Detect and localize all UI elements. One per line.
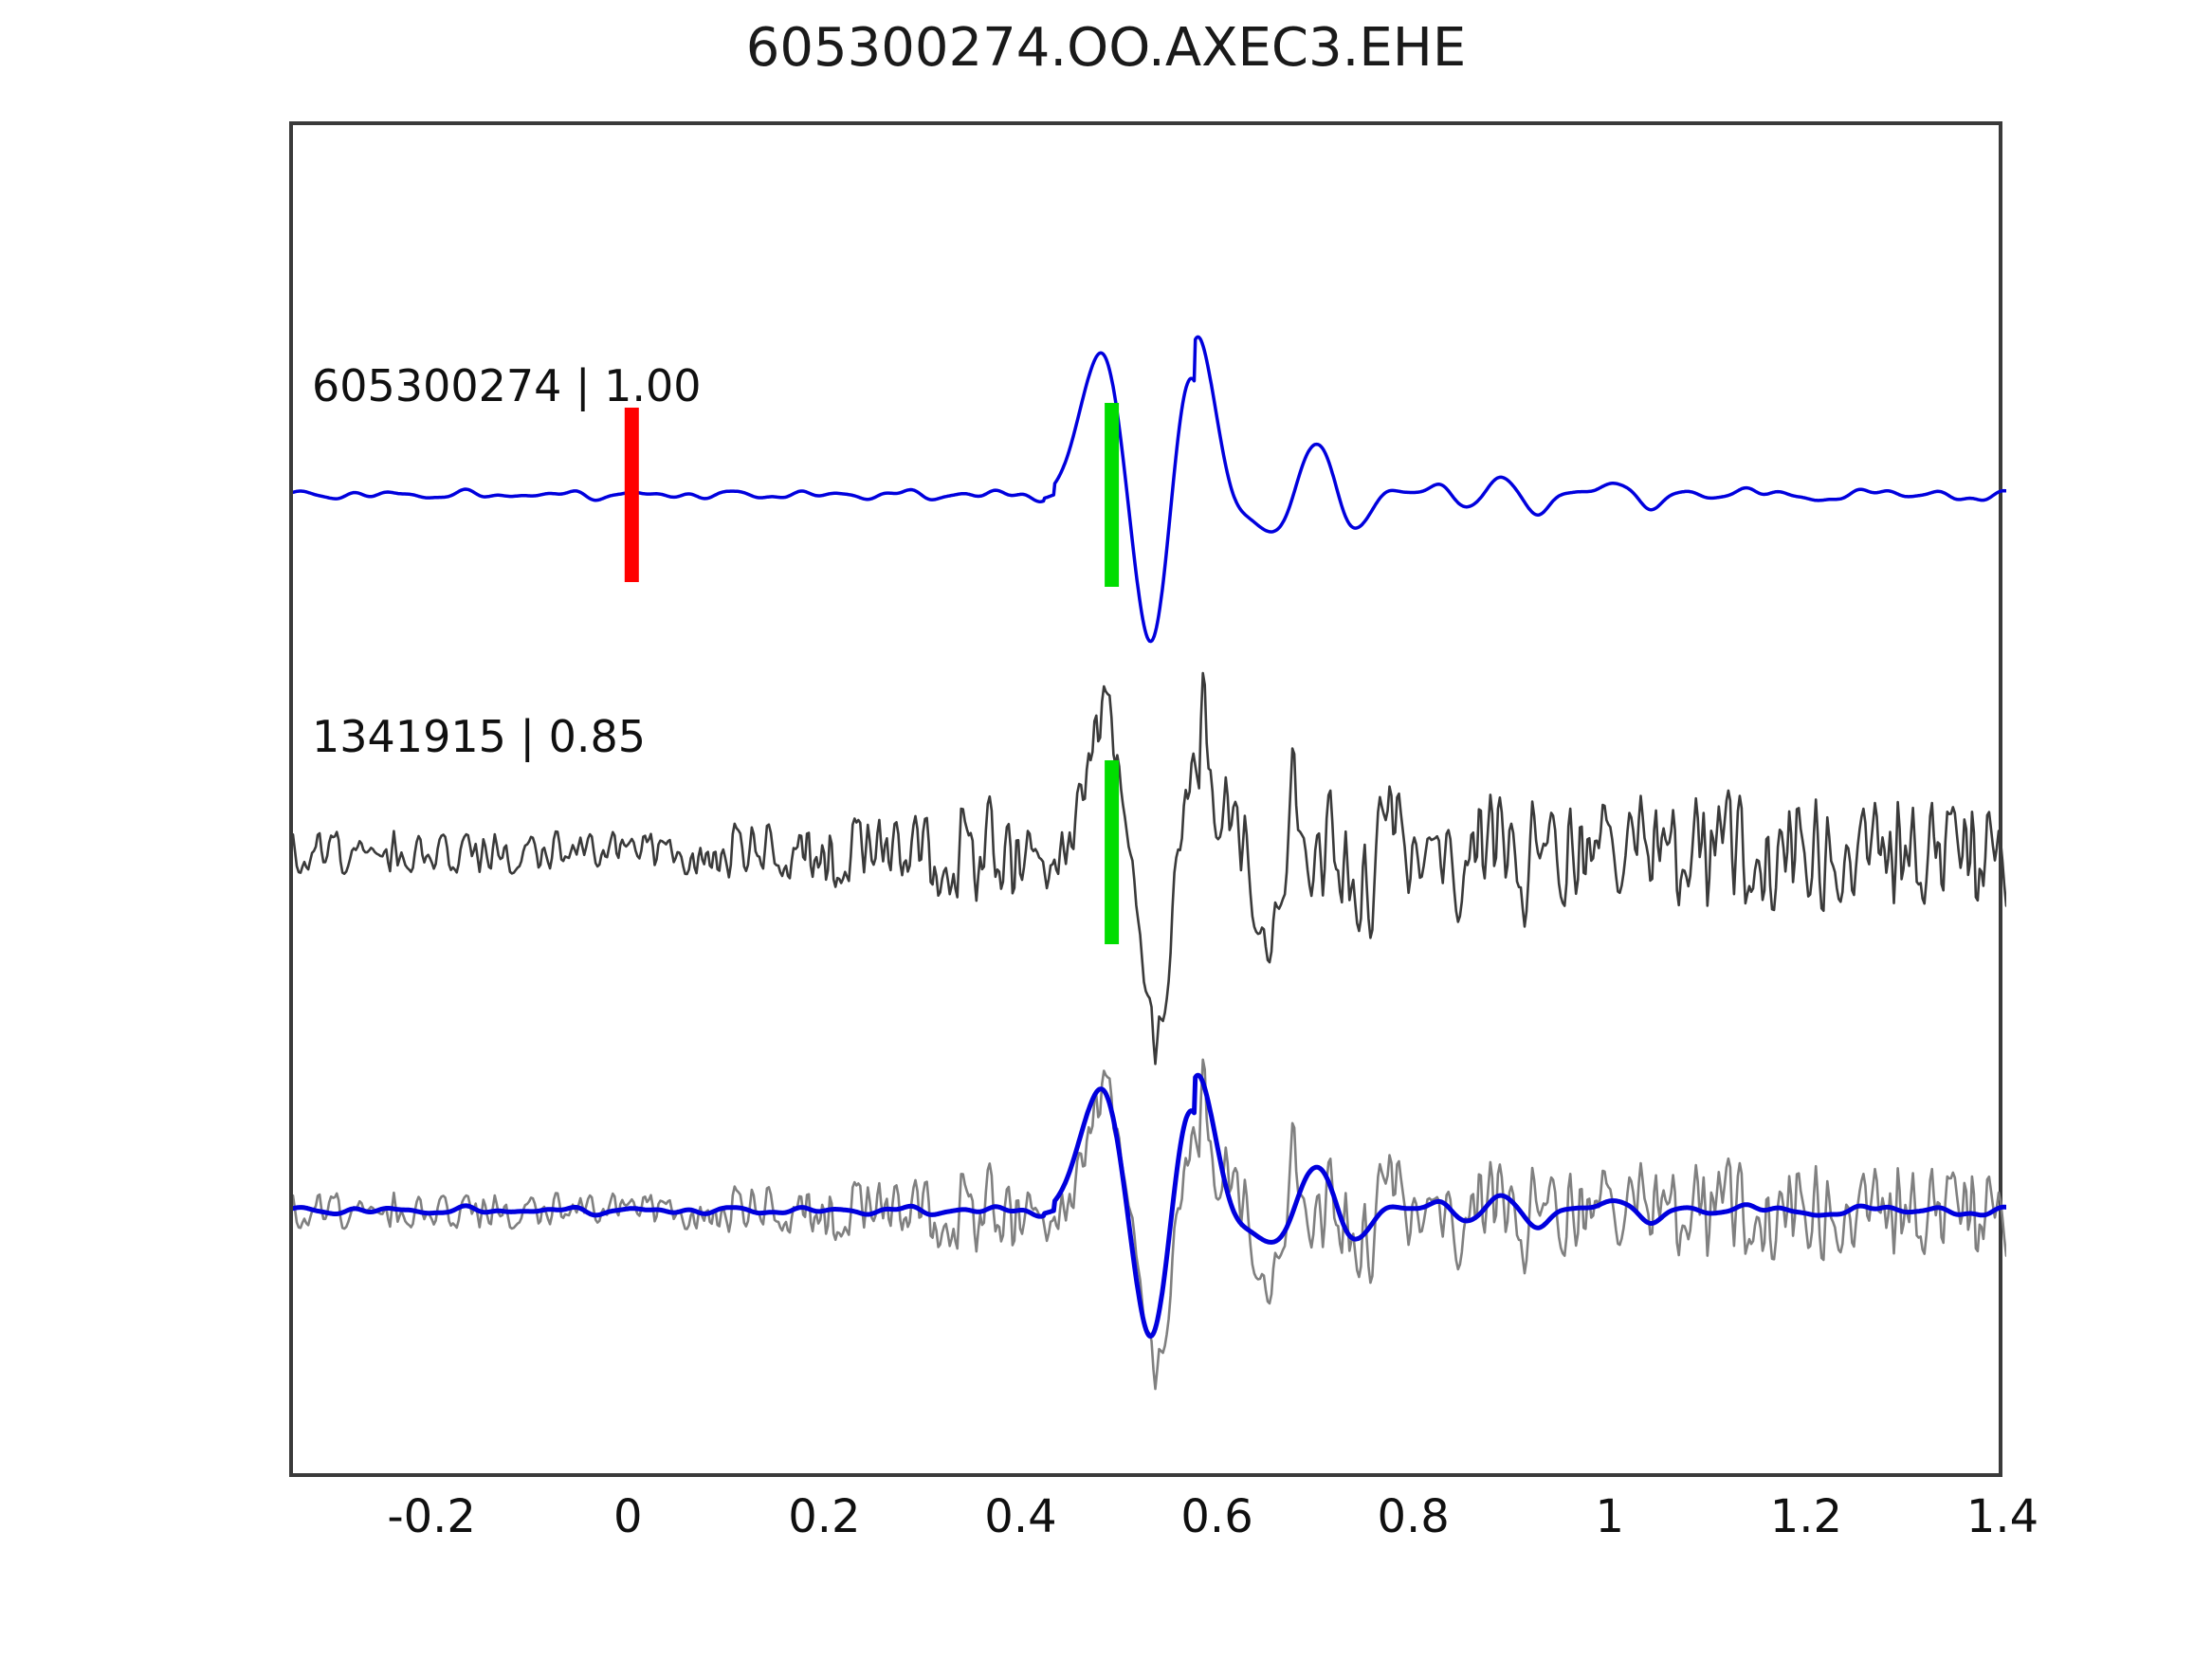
panel-2-group <box>293 671 2006 1066</box>
panel-1-group <box>293 335 2006 644</box>
trace-1341915-overlay <box>293 1058 2006 1391</box>
green-pick-marker <box>1105 403 1120 587</box>
trace-605300274 <box>293 335 2006 644</box>
x-tick-label: 0.6 <box>1180 1490 1253 1543</box>
x-tick-label: 0.2 <box>788 1490 861 1543</box>
green-pick-marker <box>1105 760 1120 944</box>
x-tick-label: 0.8 <box>1377 1490 1450 1543</box>
trace-1341915 <box>293 671 2006 1066</box>
x-tick-label: 1 <box>1595 1490 1625 1543</box>
trace-2-label: 1341915 | 0.85 <box>312 711 647 762</box>
panel-3-group <box>293 1058 2006 1391</box>
x-tick-label: 0 <box>612 1490 643 1543</box>
x-axis-tick-labels: -0.2 0 0.2 0.4 0.6 0.8 1 1.2 1.4 <box>0 1490 2212 1566</box>
plot-area: 605300274 | 1.00 1341915 | 0.85 <box>289 121 2006 1477</box>
page-title: 605300274.OO.AXEC3.EHE <box>745 17 1467 79</box>
waveform-canvas <box>293 335 2006 1391</box>
x-tick-label: 1.4 <box>1965 1490 2039 1543</box>
x-tick-label: -0.2 <box>387 1490 476 1543</box>
red-pick-marker <box>624 408 639 582</box>
x-tick-label: 0.4 <box>984 1490 1057 1543</box>
trace-1-label: 605300274 | 1.00 <box>312 360 702 411</box>
x-tick-label: 1.2 <box>1769 1490 1843 1543</box>
trace-605300274-overlay <box>293 1072 2006 1339</box>
